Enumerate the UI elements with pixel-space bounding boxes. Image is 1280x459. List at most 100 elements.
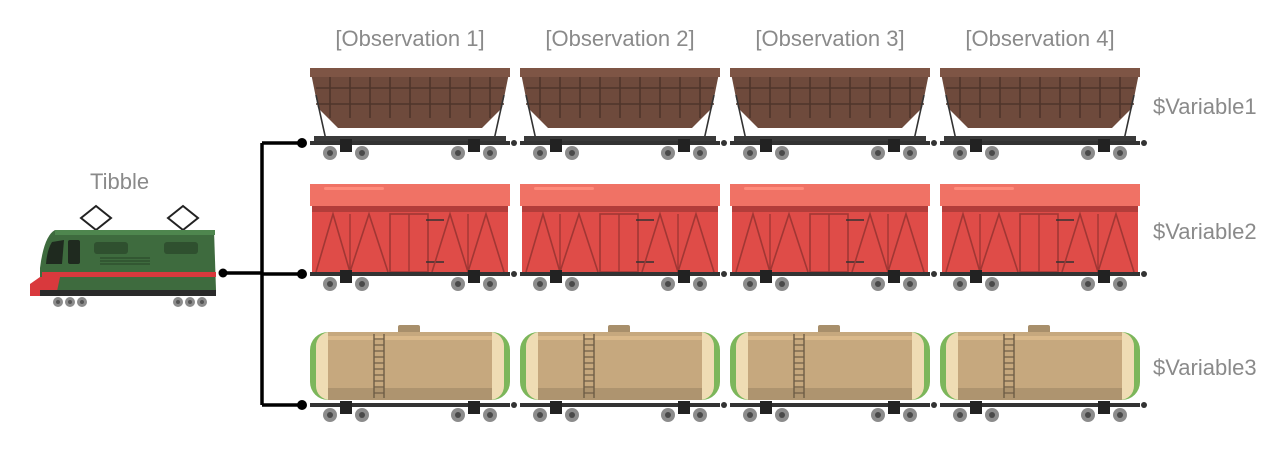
boxcar-wagon-2-2	[520, 184, 727, 291]
observation-label-3: [Observation 3]	[755, 26, 905, 51]
wagon-coupler	[511, 271, 517, 277]
hopper-strut	[913, 94, 925, 141]
wagon-rail	[940, 403, 1140, 407]
boxcar-brace	[735, 211, 771, 273]
boxcar-brace	[979, 211, 1019, 273]
wheel-hub	[537, 281, 543, 287]
connector-dot-1	[297, 138, 307, 148]
locomotive-roof	[55, 230, 215, 235]
connector-dot-2	[297, 269, 307, 279]
bogie-1	[340, 270, 352, 283]
hopper-frame	[524, 136, 716, 141]
wheel-hub	[487, 281, 493, 287]
wagon-rail	[310, 403, 510, 407]
wheel-hub	[1117, 150, 1123, 156]
wheel-hub	[487, 412, 493, 418]
pantograph-1	[79, 204, 113, 232]
wheel-hub	[875, 412, 881, 418]
wagon-coupler	[511, 402, 517, 408]
locomotive-wheel-hub-1	[56, 300, 60, 304]
variable-label-1: $Variable1	[1153, 94, 1257, 119]
connector-lines	[218, 138, 307, 410]
tank-dome	[818, 325, 840, 334]
wheel-hub	[907, 150, 913, 156]
wheel-hub	[455, 281, 461, 287]
wheel-hub	[779, 150, 785, 156]
wheel-hub	[1117, 281, 1123, 287]
wheel-hub	[455, 150, 461, 156]
boxcar-brace	[349, 211, 389, 273]
locomotive	[30, 204, 216, 307]
locomotive-wheel-hub-4	[176, 300, 180, 304]
wagon-grid	[310, 68, 1147, 422]
tank-shadow	[748, 388, 912, 400]
wheel-hub	[875, 150, 881, 156]
hopper-strut	[493, 94, 505, 141]
tank-shine	[748, 336, 912, 340]
wheel-hub	[957, 281, 963, 287]
tank-shadow	[328, 388, 492, 400]
boxcar-body	[942, 206, 1138, 272]
locomotive-vent-2	[164, 242, 198, 254]
locomotive-wheel-hub-3	[80, 300, 84, 304]
wheel-hub	[537, 150, 543, 156]
tank-wagon-3-4	[940, 325, 1147, 422]
boxcar-brace	[467, 211, 505, 273]
variable-label-2: $Variable2	[1153, 219, 1257, 244]
locomotive-window-front	[46, 240, 64, 264]
wheel-hub	[779, 281, 785, 287]
wheel-hub	[875, 281, 881, 287]
boxcar-brace	[641, 211, 679, 273]
boxcar-brace	[431, 211, 469, 273]
bogie-2	[1098, 270, 1110, 283]
wheel-hub	[1085, 150, 1091, 156]
boxcar-wagon-2-4	[940, 184, 1147, 291]
boxcar-eave	[732, 206, 928, 212]
hopper-rim	[730, 68, 930, 77]
wheel-hub	[455, 412, 461, 418]
boxcar-roof-shine	[744, 187, 804, 190]
wagon-rail	[730, 272, 930, 276]
wheel-hub	[1117, 412, 1123, 418]
wagon-rail	[940, 141, 1140, 145]
wagon-row-1	[310, 68, 1147, 160]
wagon-coupler	[931, 271, 937, 277]
boxcar-body	[522, 206, 718, 272]
boxcar-brace	[945, 211, 981, 273]
wagon-rail	[310, 141, 510, 145]
wheel-hub	[957, 412, 963, 418]
wheel-hub	[569, 281, 575, 287]
boxcar-brace	[1097, 211, 1135, 273]
wheel-hub	[1085, 281, 1091, 287]
boxcar-eave	[942, 206, 1138, 212]
wagon-coupler	[721, 402, 727, 408]
hopper-rim	[520, 68, 720, 77]
wagon-coupler	[511, 140, 517, 146]
tank-shine	[958, 336, 1122, 340]
wheel-hub	[697, 150, 703, 156]
boxcar-wagon-2-3	[730, 184, 937, 291]
boxcar-eave	[312, 206, 508, 212]
hopper-rim	[940, 68, 1140, 77]
bogie-1	[340, 139, 352, 152]
wheel-hub	[359, 412, 365, 418]
hopper-frame	[944, 136, 1136, 141]
observation-label-2: [Observation 2]	[545, 26, 695, 51]
wagon-rail	[310, 272, 510, 276]
hopper-strut	[1123, 94, 1135, 141]
bogie-1	[970, 270, 982, 283]
wagon-rail	[520, 141, 720, 145]
wheel-hub	[697, 412, 703, 418]
hopper-frame	[314, 136, 506, 141]
bogie-2	[678, 270, 690, 283]
wheel-hub	[747, 412, 753, 418]
hopper-strut	[315, 94, 327, 141]
bogie-2	[1098, 401, 1110, 414]
tank-shadow	[958, 388, 1122, 400]
hopper-strut	[703, 94, 715, 141]
bogie-2	[468, 401, 480, 414]
wagon-coupler	[721, 271, 727, 277]
wheel-hub	[989, 150, 995, 156]
wheel-hub	[989, 412, 995, 418]
